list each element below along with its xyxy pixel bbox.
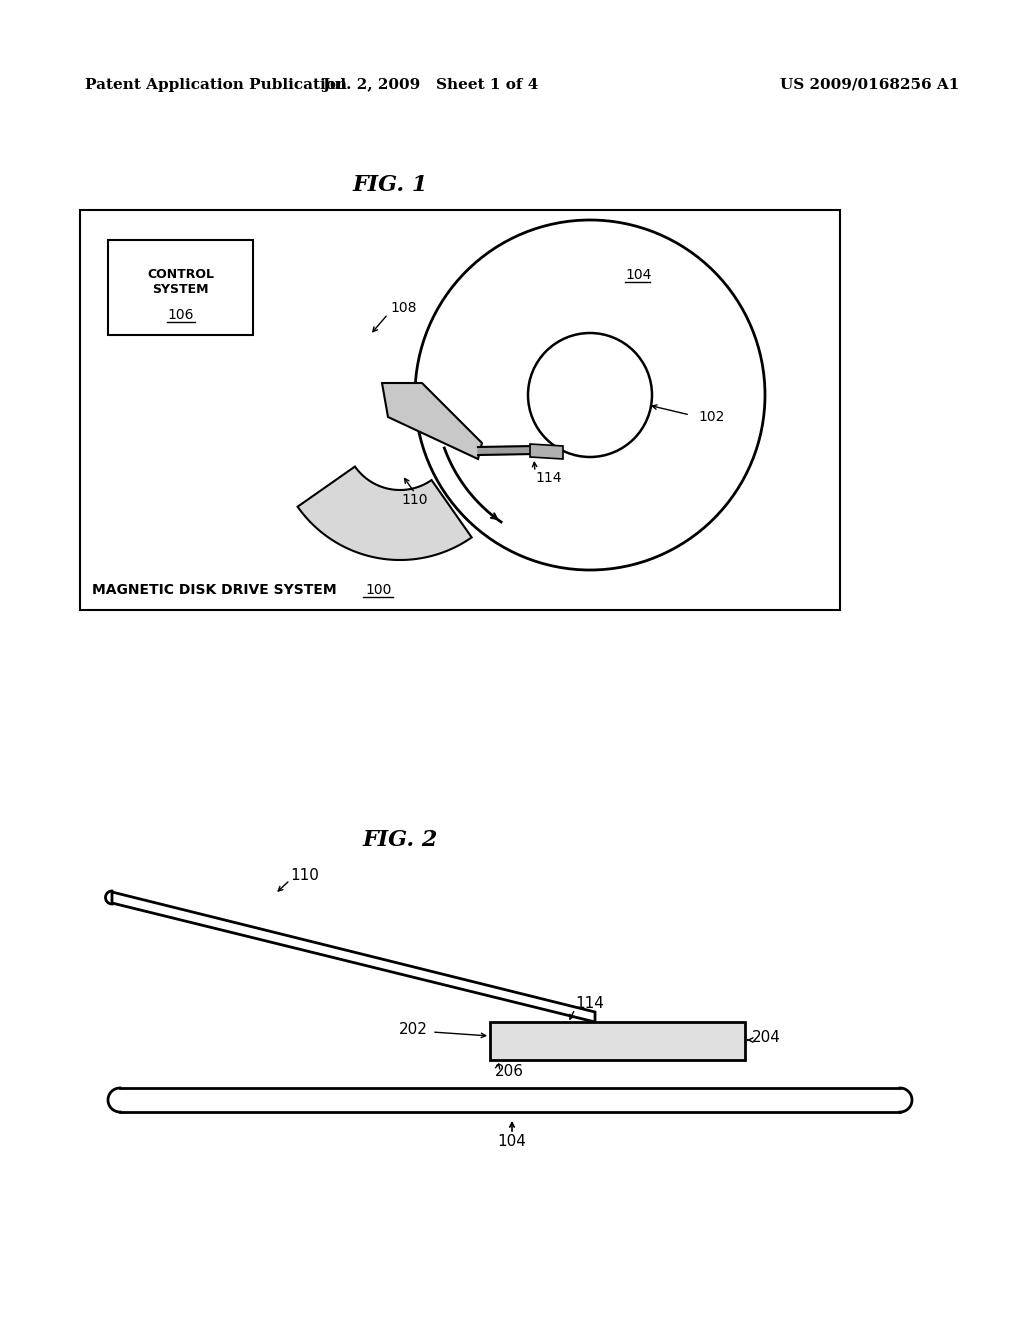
- Polygon shape: [530, 444, 563, 459]
- Text: 106: 106: [167, 308, 194, 322]
- Text: 104: 104: [625, 268, 651, 282]
- Text: 100: 100: [365, 583, 391, 597]
- Text: 110: 110: [290, 869, 318, 883]
- Text: 114: 114: [535, 471, 561, 484]
- Polygon shape: [112, 892, 595, 1022]
- Bar: [108, 240, 253, 335]
- Text: CONTROL
SYSTEM: CONTROL SYSTEM: [147, 268, 214, 296]
- Text: 110: 110: [401, 492, 428, 507]
- Text: 102: 102: [698, 411, 724, 424]
- Text: 204: 204: [752, 1030, 781, 1044]
- Text: 202: 202: [399, 1023, 428, 1038]
- Polygon shape: [478, 446, 536, 455]
- Text: MAGNETIC DISK DRIVE SYSTEM: MAGNETIC DISK DRIVE SYSTEM: [92, 583, 337, 597]
- Text: FIG. 2: FIG. 2: [362, 829, 437, 851]
- Text: Patent Application Publication: Patent Application Publication: [85, 78, 347, 92]
- Text: 104: 104: [498, 1134, 526, 1150]
- Text: 206: 206: [495, 1064, 524, 1080]
- Text: US 2009/0168256 A1: US 2009/0168256 A1: [780, 78, 959, 92]
- Polygon shape: [490, 1022, 745, 1060]
- Text: FIG. 1: FIG. 1: [352, 174, 428, 195]
- Text: 114: 114: [575, 997, 604, 1011]
- Polygon shape: [298, 466, 472, 560]
- Text: 108: 108: [390, 301, 417, 315]
- Text: Jul. 2, 2009   Sheet 1 of 4: Jul. 2, 2009 Sheet 1 of 4: [322, 78, 539, 92]
- Polygon shape: [382, 383, 482, 459]
- Bar: [80, 210, 840, 610]
